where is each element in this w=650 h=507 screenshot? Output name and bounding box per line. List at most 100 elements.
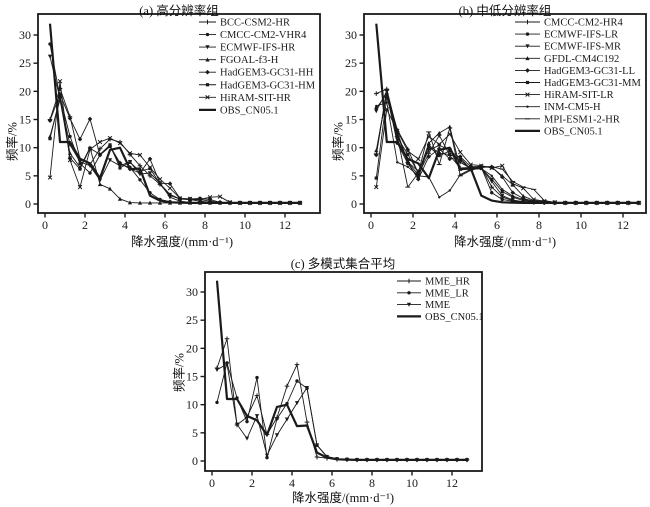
svg-text:6: 6	[494, 218, 500, 232]
svg-text:10: 10	[19, 141, 31, 155]
svg-text:10: 10	[239, 218, 251, 232]
legend-item-HiRAM-SIT-HR: HiRAM-SIT-HR	[199, 93, 291, 104]
svg-text:4: 4	[122, 218, 128, 232]
legend-label-ECMWF-IFS-LR: ECMWF-IFS-LR	[544, 30, 618, 41]
legend-item-HadGEM3-GC31-LL: HadGEM3-GC31-LL	[515, 66, 635, 77]
legend-label-CMCC-CM2-VHR4: CMCC-CM2-VHR4	[220, 30, 307, 41]
series-MME_HR	[214, 336, 470, 463]
legend-label-ECMWF-IFS-HR: ECMWF-IFS-HR	[220, 43, 295, 54]
svg-text:25: 25	[186, 313, 198, 327]
svg-text:0: 0	[192, 454, 198, 468]
legend-item-OBS_CN05.1: OBS_CN05.1	[515, 126, 603, 137]
legend-label-OBS_CN05.1: OBS_CN05.1	[425, 312, 484, 323]
svg-text:10: 10	[345, 141, 357, 155]
svg-text:4: 4	[452, 218, 458, 232]
panel-a: 0 2 4 6 8 10 12 0 5 10 15 20 25 30 BCC-CSM2-HRCMCC-CM2…	[19, 13, 321, 232]
legend-label-GFDL-CM4C192: GFDL-CM4C192	[544, 54, 619, 65]
svg-text:0: 0	[209, 476, 215, 490]
svg-text:2: 2	[410, 218, 416, 232]
series-line-OBS_CN05.1	[215, 280, 467, 461]
legend-label-FGOAL-f3-H: FGOAL-f3-H	[220, 55, 279, 66]
svg-text:0: 0	[368, 218, 374, 232]
svg-text:8: 8	[536, 218, 542, 232]
legend-label-HiRAM-SIT-LR: HiRAM-SIT-LR	[544, 90, 614, 101]
legend-item-HadGEM3-GC31-HH: HadGEM3-GC31-HH	[199, 68, 314, 79]
legend-label-MME_HR: MME_HR	[425, 277, 470, 288]
svg-text:2: 2	[249, 476, 255, 490]
legend-item-HadGEM3-GC31-MM: HadGEM3-GC31-MM	[515, 78, 641, 89]
panel-a-axes-box	[37, 13, 321, 214]
legend-item-BCC-CSM2-HR: BCC-CSM2-HR	[199, 18, 290, 29]
svg-text:10: 10	[186, 398, 198, 412]
svg-text:12: 12	[446, 476, 458, 490]
svg-text:30: 30	[345, 28, 357, 42]
legend-label-INM-CM5-H: INM-CM5-H	[544, 102, 601, 113]
panel-a-xaxis-label: 降水强度/(mm·d⁻¹)	[130, 235, 233, 249]
legend-item-MME_HR: MME_HR	[397, 277, 470, 288]
svg-text:5: 5	[192, 426, 198, 440]
legend-item-MME: MME	[397, 300, 450, 311]
svg-text:10: 10	[406, 476, 418, 490]
legend-label-HadGEM3-GC31-HH: HadGEM3-GC31-HH	[220, 68, 314, 79]
panel-b-title: (b) 中低分辨率组	[458, 4, 552, 18]
legend-label-MME: MME	[425, 300, 450, 311]
panel-a-ticks: 0 2 4 6 8 10 12 0 5 10 15 20 25 30	[19, 28, 291, 232]
series-MME_LR	[215, 361, 469, 462]
legend-item-ECMWF-IFS-LR: ECMWF-IFS-LR	[515, 30, 618, 41]
svg-text:6: 6	[329, 476, 335, 490]
legend-item-CMCC-CM2-VHR4: CMCC-CM2-VHR4	[199, 30, 307, 41]
svg-text:20: 20	[19, 84, 31, 98]
svg-text:10: 10	[575, 218, 587, 232]
series-ECMWF-IFS-MR	[374, 89, 641, 206]
svg-text:15: 15	[186, 370, 198, 384]
svg-text:12: 12	[279, 218, 291, 232]
series-CMCC-CM2-VHR4	[48, 42, 302, 205]
panel-c-axes-box	[204, 271, 483, 472]
svg-text:15: 15	[19, 113, 31, 127]
series-MPI-ESM1-2-HR	[373, 89, 642, 204]
panel-c: 0 2 4 6 8 10 12 0 5 10 15 20 25 30 MME_HRMME_LRMMEOBS_…	[186, 271, 484, 490]
series-OBS_CN05.1	[48, 23, 300, 204]
legend-label-MPI-ESM1-2-HR: MPI-ESM1-2-HR	[544, 114, 620, 125]
panel-a-yaxis-label: 频率/%	[5, 122, 20, 161]
panel-b-yaxis-label: 频率/%	[331, 122, 346, 161]
series-line-MME	[216, 363, 467, 461]
series-MME	[214, 362, 470, 463]
series-line-MME_LR	[216, 362, 467, 461]
svg-text:30: 30	[19, 28, 31, 42]
panel-b-legend: CMCC-CM2-HR4ECMWF-IFS-LRECMWF-IFS-MRGFDL…	[515, 18, 641, 137]
legend-label-OBS_CN05.1: OBS_CN05.1	[544, 126, 603, 137]
svg-text:8: 8	[202, 218, 208, 232]
legend-item-INM-CM5-H: INM-CM5-H	[515, 102, 601, 113]
svg-text:25: 25	[345, 56, 357, 70]
svg-text:2: 2	[82, 218, 88, 232]
legend-label-HadGEM3-GC31-LL: HadGEM3-GC31-LL	[544, 66, 635, 77]
svg-text:0: 0	[25, 197, 31, 211]
legend-item-MME_LR: MME_LR	[397, 288, 469, 299]
series-line-OBS_CN05.1	[48, 23, 300, 204]
panel-c-title: (c) 多模式集合平均	[290, 257, 396, 271]
legend-item-HiRAM-SIT-LR: HiRAM-SIT-LR	[515, 90, 614, 101]
legend-item-ECMWF-IFS-HR: ECMWF-IFS-HR	[199, 43, 295, 54]
series-OBS_CN05.1	[215, 280, 467, 461]
legend-label-OBS_CN05.1: OBS_CN05.1	[220, 105, 279, 116]
panel-b-ticks: 0 2 4 6 8 10 12 0 5 10 15 20 25 30	[345, 28, 629, 232]
svg-text:25: 25	[19, 56, 31, 70]
svg-text:15: 15	[345, 113, 357, 127]
panel-c-yaxis-label: 频率/%	[172, 353, 187, 392]
legend-item-FGOAL-f3-H: FGOAL-f3-H	[199, 55, 279, 66]
svg-text:20: 20	[345, 84, 357, 98]
legend-label-HadGEM3-GC31-HM: HadGEM3-GC31-HM	[220, 80, 316, 91]
panel-c-xaxis-label: 降水强度/(mm·d⁻¹)	[291, 491, 394, 505]
svg-text:0: 0	[351, 197, 357, 211]
legend-item-ECMWF-IFS-MR: ECMWF-IFS-MR	[515, 42, 621, 53]
svg-text:5: 5	[25, 169, 31, 183]
legend-item-CMCC-CM2-HR4: CMCC-CM2-HR4	[515, 18, 624, 29]
legend-item-GFDL-CM4C192: GFDL-CM4C192	[515, 54, 619, 65]
series-line-MME_HR	[216, 338, 467, 461]
panel-b-axes-box	[363, 13, 647, 214]
legend-item-OBS_CN05.1: OBS_CN05.1	[397, 312, 484, 323]
legend-label-BCC-CSM2-HR: BCC-CSM2-HR	[220, 18, 290, 29]
